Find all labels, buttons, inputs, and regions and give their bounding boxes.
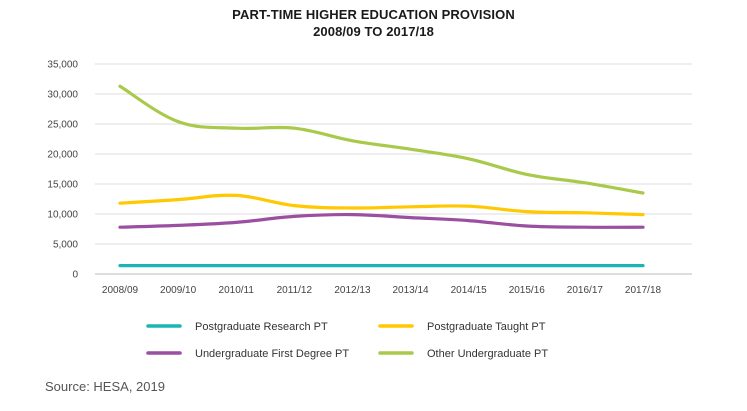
x-tick-label: 2009/10 <box>160 285 197 296</box>
y-axis-ticks: 0 5,000 10,000 15,000 20,000 25,000 30,000 35,0… <box>47 60 78 281</box>
y-tick-label: 35,000 <box>47 60 78 71</box>
x-tick-label: 2015/16 <box>509 285 546 296</box>
series-lines <box>118 84 645 268</box>
legend: Postgraduate Research PT Postgraduate Tau… <box>146 321 548 360</box>
y-tick-label: 30,000 <box>47 90 78 101</box>
legend-label: Other Undergraduate PT <box>427 348 548 360</box>
chart-subtitle: 2008/09 TO 2017/18 <box>313 24 434 39</box>
x-tick-label: 2008/09 <box>102 285 139 296</box>
x-tick-label: 2011/12 <box>277 285 313 296</box>
x-axis-ticks: 2008/09 2009/10 2010/11 2011/12 2012/13 2013/… <box>102 285 662 296</box>
series-line-1 <box>118 193 645 217</box>
series-line-3 <box>118 84 645 195</box>
source-note: Source: HESA, 2019 <box>45 379 165 394</box>
x-tick-label: 2016/17 <box>567 285 604 296</box>
y-tick-label: 15,000 <box>47 180 78 191</box>
y-tick-label: 25,000 <box>47 120 78 131</box>
x-tick-label: 2013/14 <box>392 285 429 296</box>
y-tick-label: 5,000 <box>53 240 78 251</box>
y-tick-label: 20,000 <box>47 150 78 161</box>
gridlines <box>95 63 692 275</box>
legend-label: Postgraduate Taught PT <box>427 321 546 333</box>
legend-label: Undergraduate First Degree PT <box>195 348 349 360</box>
x-tick-label: 2014/15 <box>451 285 488 296</box>
legend-label: Postgraduate Research PT <box>195 321 328 333</box>
x-tick-label: 2017/18 <box>625 285 662 296</box>
x-tick-label: 2010/11 <box>219 285 255 296</box>
series-line-2 <box>118 212 645 229</box>
y-tick-label: 10,000 <box>47 210 78 221</box>
x-tick-label: 2012/13 <box>334 285 371 296</box>
chart-title: PART-TIME HIGHER EDUCATION PROVISION <box>232 7 515 22</box>
y-tick-label: 0 <box>72 270 78 281</box>
